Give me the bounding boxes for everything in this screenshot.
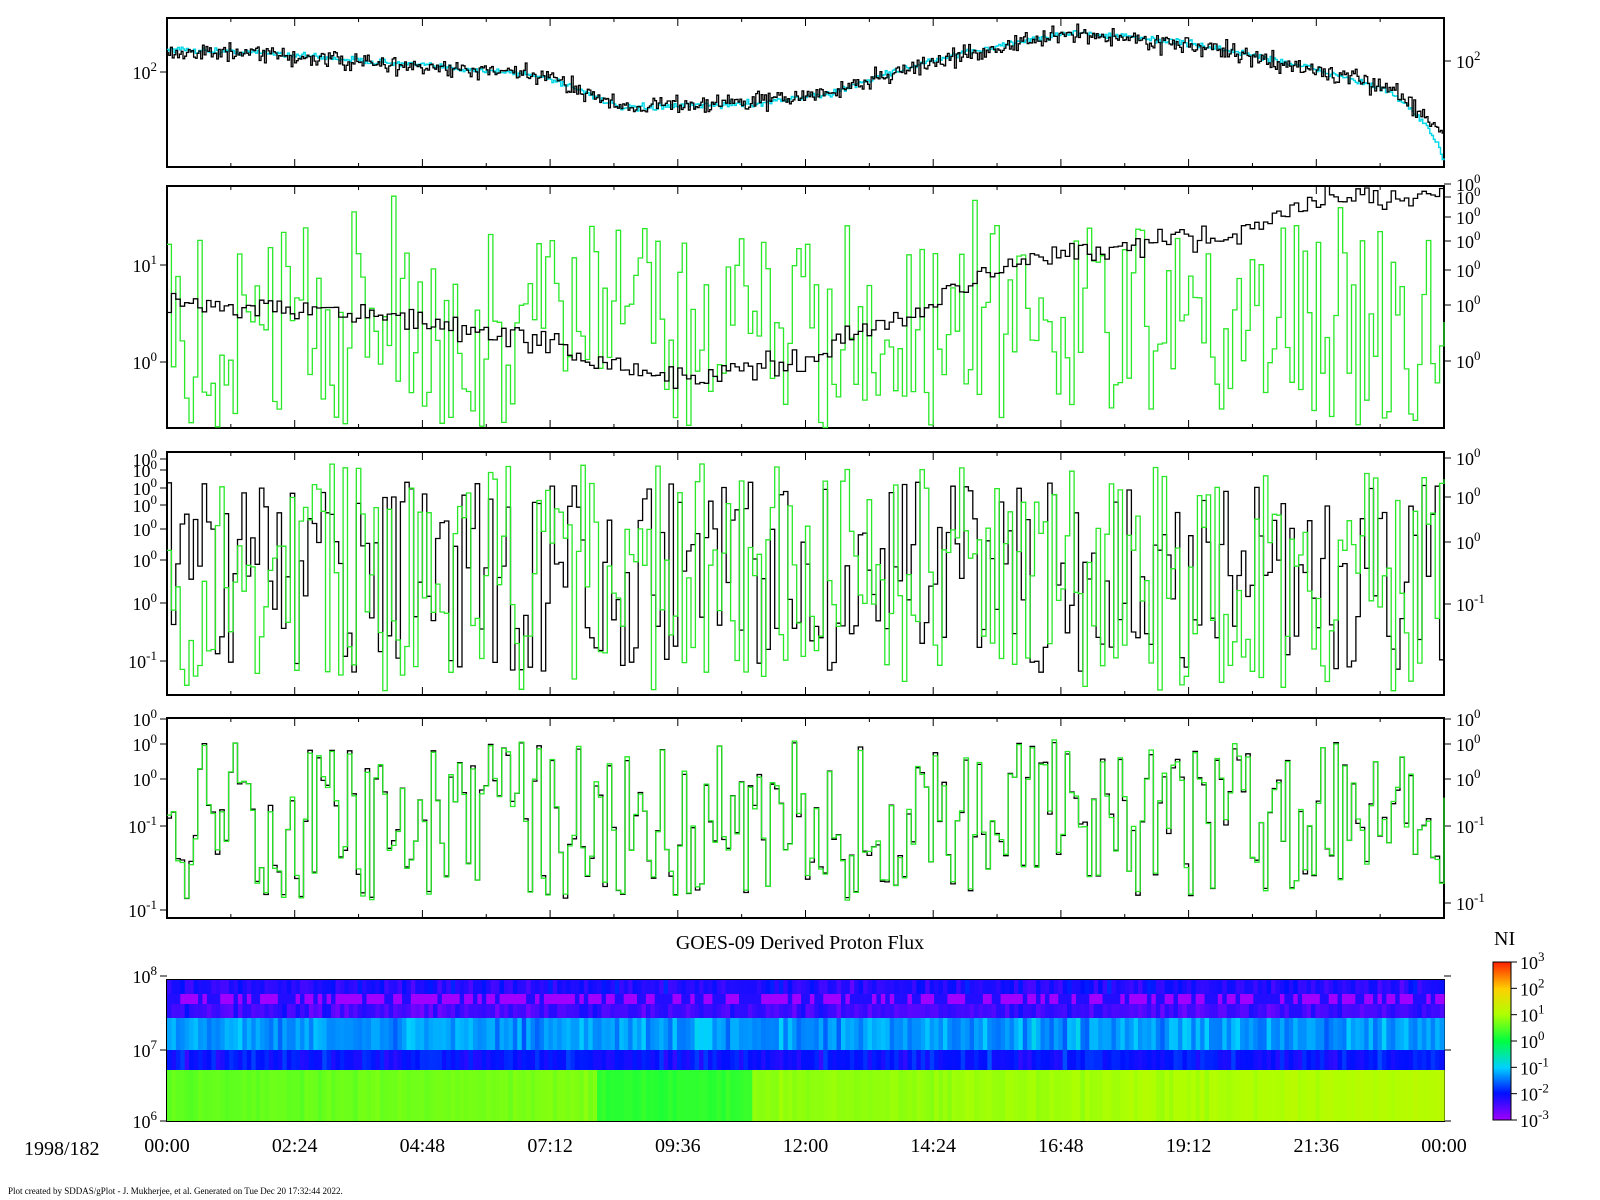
panel-3-y-tick-label: 100 (133, 516, 158, 540)
panel-2-y-tick-label-right: 100 (1456, 204, 1481, 228)
panel-4-y-tick-label-right: 100 (1456, 731, 1481, 755)
panel-2-series-green (167, 195, 1445, 429)
panel-1-y-tick-label: 102 (133, 59, 158, 83)
panel-4-y-tick-label: 100 (133, 766, 158, 790)
panel-4-y-tick-label: 100 (133, 706, 158, 730)
panel-3-y-tick-label-right: 10-1 (1456, 591, 1485, 615)
colorbar-label: NI (1494, 928, 1516, 950)
colorbar-tick-label: 10-1 (1520, 1054, 1549, 1078)
date-label: 1998/182 (24, 1138, 100, 1160)
panel-1-series-cyan (167, 29, 1445, 161)
colorbar (1492, 961, 1517, 1121)
x-tick-label: 09:36 (655, 1135, 701, 1157)
x-tick-label: 00:00 (1421, 1135, 1467, 1157)
panel-4-y-tick-label-right: 100 (1456, 766, 1481, 790)
colorbar-tick-label: 10-2 (1520, 1081, 1549, 1105)
panel-3-y-tick-label-right: 100 (1456, 529, 1481, 553)
heatmap-y-tick-label: 106 (133, 1108, 158, 1132)
panel-2-series-black (167, 185, 1445, 389)
panel-1-series-black (167, 23, 1444, 134)
x-tick-label: 04:48 (400, 1135, 446, 1157)
colorbar-tick-label: 101 (1520, 1002, 1545, 1026)
panel-4-y-tick-label-right: 10-1 (1456, 890, 1485, 914)
panel-2-y-tick-label: 100 (133, 349, 158, 373)
x-tick-label: 00:00 (144, 1135, 190, 1157)
panel-3-y-tick-label: 100 (133, 547, 158, 571)
panel-3-y-tick-label: 10-1 (128, 648, 157, 672)
panel-3-series-green (167, 463, 1445, 692)
x-tick-label: 12:00 (783, 1135, 829, 1157)
panel-4-y-tick-label: 10-1 (128, 897, 157, 921)
panel-4-y-tick-label: 10-1 (128, 813, 157, 837)
x-tick-label: 07:12 (527, 1135, 573, 1157)
x-tick-label: 14:24 (910, 1135, 956, 1157)
footer-credit: Plot created by SDDAS/gPlot - J. Mukherj… (8, 1186, 343, 1196)
colorbar-tick-label: 10-3 (1520, 1107, 1549, 1131)
x-tick-label: 02:24 (272, 1135, 318, 1157)
heatmap-y-tick-label: 108 (133, 963, 158, 987)
x-tick-label: 16:48 (1038, 1135, 1084, 1157)
panel-4-y-tick-label: 100 (133, 731, 158, 755)
panel-4-series-green (167, 739, 1445, 901)
heatmap (167, 980, 1445, 1121)
colorbar-scale (1492, 961, 1512, 1121)
colorbar-tick-label: 102 (1520, 975, 1545, 999)
panel-2-y-tick-label-right: 100 (1456, 292, 1481, 316)
panel-3-y-tick-label: 100 (133, 590, 158, 614)
panel-3-y-tick-label: 100 (133, 492, 158, 516)
plot-title: GOES-09 Derived Proton Flux (675, 932, 925, 954)
panel-2-y-tick-label: 101 (133, 252, 158, 276)
panel-3-y-tick-label-right: 100 (1456, 484, 1481, 508)
panel-1-y-tick-label-right: 102 (1456, 48, 1481, 72)
x-tick-label: 19:12 (1166, 1135, 1212, 1157)
heatmap-y-tick-label: 107 (133, 1037, 158, 1061)
colorbar-tick-label: 100 (1520, 1028, 1545, 1052)
panel-3-y-tick-label-right: 100 (1456, 445, 1481, 469)
panel-4-y-tick-label-right: 100 (1456, 706, 1481, 730)
panel-2-y-tick-label-right: 100 (1456, 257, 1481, 281)
x-tick-label: 21:36 (1294, 1135, 1340, 1157)
panel-2-y-tick-label-right: 100 (1456, 228, 1481, 252)
panel-1-frame (166, 17, 1445, 168)
panel-2-frame (166, 185, 1445, 429)
panel-2-y-tick-label-right: 100 (1456, 348, 1481, 372)
panel-4-y-tick-label-right: 10-1 (1456, 813, 1485, 837)
